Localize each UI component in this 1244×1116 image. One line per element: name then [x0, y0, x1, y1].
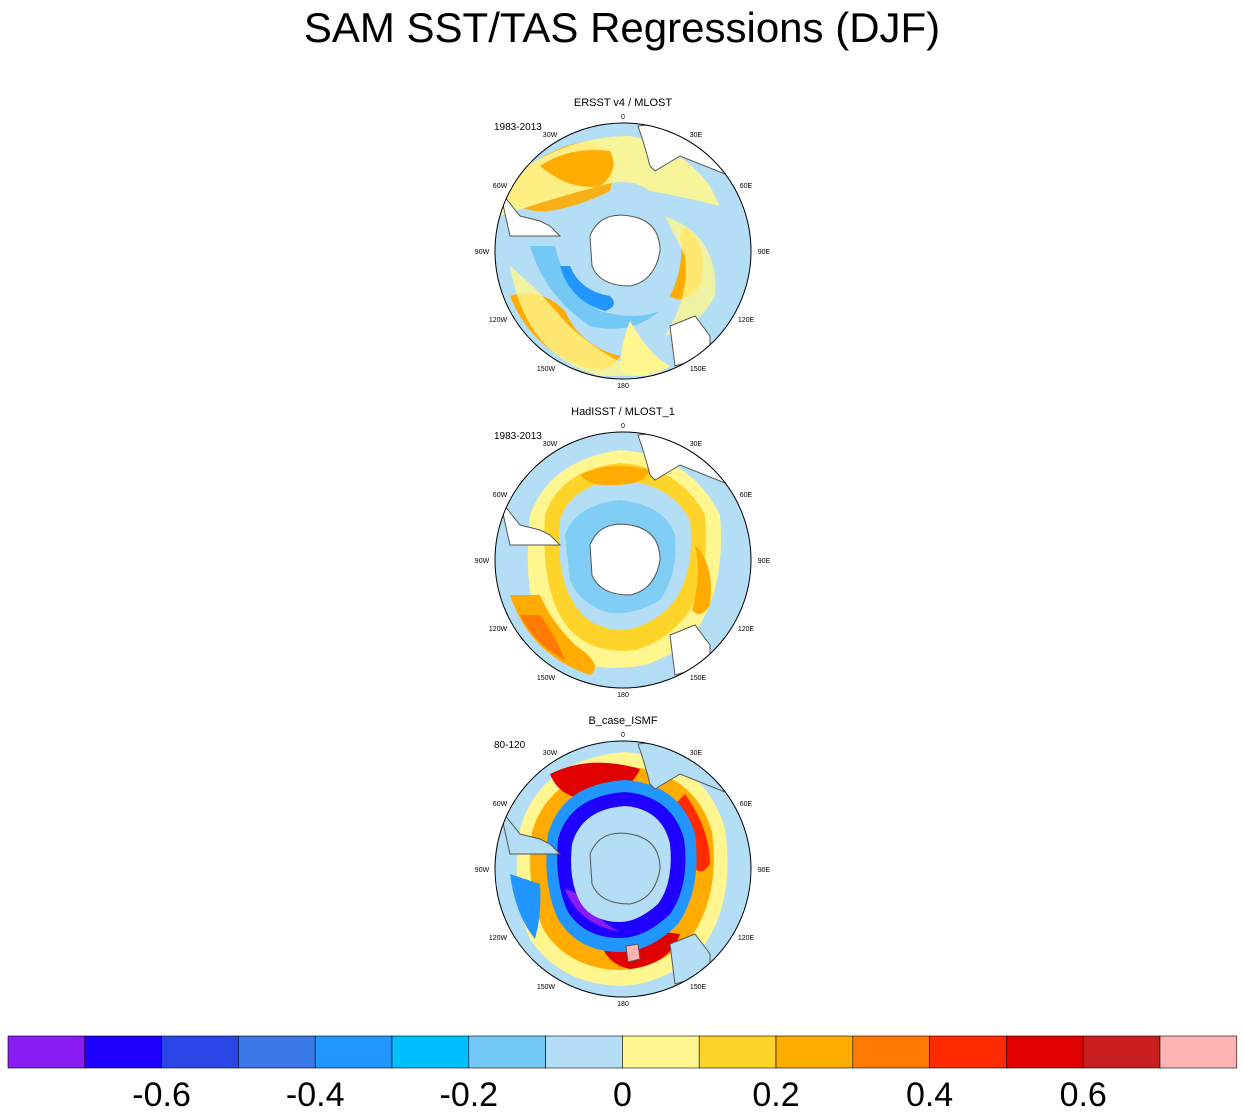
colorbar-swatch [1082, 1035, 1161, 1069]
lon-label: 180 [617, 692, 629, 699]
lon-label: 60W [493, 492, 508, 499]
colorbar-tick-label: 0.4 [906, 1076, 953, 1114]
lon-label: 90W [475, 867, 490, 874]
colorbar-swatch [161, 1035, 239, 1069]
lon-label: 120W [489, 317, 508, 324]
map-panel-hadisst: HadISST / MLOST_1 1983-2013 0 30E 60E 90… [470, 405, 776, 705]
colorbar-swatch [545, 1035, 623, 1069]
lon-label: 90W [475, 249, 490, 256]
lon-label: 60E [740, 492, 753, 499]
colorbar-swatch [84, 1035, 162, 1069]
colorbar-swatch [622, 1035, 700, 1069]
map-panel-ersst: ERSST v4 / MLOST 1983-2013 0 30E 60E 90E… [470, 96, 776, 396]
lon-label: 120W [489, 626, 508, 633]
colorbar-tick-label: -0.2 [440, 1076, 499, 1114]
lon-label: 150E [690, 984, 707, 991]
polar-map: 0 30E 60E 90E 120E 150E 180 150W 120W 90… [475, 732, 771, 1008]
lon-label: 120E [738, 626, 755, 633]
polar-map: 0 30E 60E 90E 120E 150E 180 150W 120W 90… [475, 423, 771, 699]
colorbar-tick-label: -0.6 [132, 1076, 191, 1114]
colorbar-swatch [775, 1035, 854, 1069]
lon-label: 30E [690, 441, 703, 448]
panel-title: B_case_ISMF [588, 715, 658, 727]
colorbar-tick-label: -0.4 [286, 1076, 345, 1114]
lon-label: 60E [740, 183, 753, 190]
lon-label: 150W [537, 984, 556, 991]
lon-label: 0 [621, 732, 625, 739]
colorbar-swatch [852, 1035, 930, 1069]
lon-label: 150E [690, 366, 707, 373]
lon-label: 0 [621, 114, 625, 121]
lon-label: 60E [740, 801, 753, 808]
panel-period: 80-120 [494, 740, 526, 751]
colorbar-swatch [468, 1035, 546, 1069]
lon-label: 120E [738, 935, 755, 942]
colorbar-swatch [929, 1035, 1007, 1069]
panel-period: 1983-2013 [494, 122, 542, 133]
lon-label: 30W [543, 132, 558, 139]
colorbar-swatch [314, 1035, 393, 1069]
lon-label: 150W [537, 366, 556, 373]
panel-period: 1983-2013 [494, 431, 542, 442]
colorbar-swatch [698, 1035, 777, 1069]
lon-label: 30W [543, 441, 558, 448]
colorbar-swatch [238, 1035, 316, 1069]
panel-title: HadISST / MLOST_1 [571, 406, 675, 418]
lon-label: 60W [493, 801, 508, 808]
lon-label: 30W [543, 750, 558, 757]
figure-title: SAM SST/TAS Regressions (DJF) [303, 4, 941, 51]
colorbar-tick-label: 0 [613, 1076, 632, 1114]
lon-label: 120W [489, 935, 508, 942]
lon-label: 180 [617, 383, 629, 390]
lon-label: 90E [758, 249, 771, 256]
lon-label: 180 [617, 1001, 629, 1008]
colorbar-swatch [1159, 1035, 1238, 1069]
panel-title: ERSST v4 / MLOST [573, 97, 673, 109]
colorbar-swatch [391, 1035, 470, 1069]
lon-label: 0 [621, 423, 625, 430]
lon-label: 90W [475, 558, 490, 565]
lon-label: 150E [690, 675, 707, 682]
lon-label: 30E [690, 750, 703, 757]
lon-label: 150W [537, 675, 556, 682]
colorbar-swatch [7, 1035, 86, 1069]
lon-label: 120E [738, 317, 755, 324]
colorbar: -0.6 -0.4 -0.2 0 0.2 0.4 0.6 [7, 1035, 1238, 1114]
colorbar-swatch [1006, 1035, 1084, 1069]
lon-label: 90E [758, 558, 771, 565]
polar-map: 0 30E 60E 90E 120E 150E 180 150W 120W 90… [475, 114, 771, 390]
map-panel-b-case: B_case_ISMF 80-120 0 30E 60E 90E 120E 1 [470, 714, 776, 1014]
lon-label: 90E [758, 867, 771, 874]
lon-label: 30E [690, 132, 703, 139]
lon-label: 60W [493, 183, 508, 190]
colorbar-tick-label: 0.2 [752, 1076, 799, 1114]
colorbar-tick-label: 0.6 [1060, 1076, 1107, 1114]
